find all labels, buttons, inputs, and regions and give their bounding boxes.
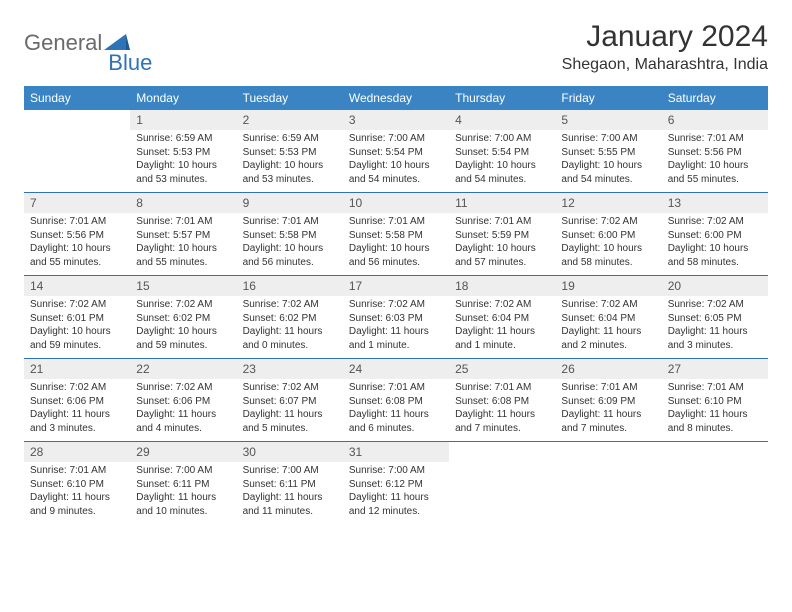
day-content-cell: Sunrise: 7:00 AMSunset: 6:12 PMDaylight:… bbox=[343, 462, 449, 524]
location-text: Shegaon, Maharashtra, India bbox=[562, 56, 768, 74]
weekday-header: Friday bbox=[555, 86, 661, 110]
day-content-cell: Sunrise: 6:59 AMSunset: 5:53 PMDaylight:… bbox=[130, 130, 236, 193]
day-content-cell: Sunrise: 7:02 AMSunset: 6:06 PMDaylight:… bbox=[130, 379, 236, 442]
day-content-cell: Sunrise: 7:01 AMSunset: 5:57 PMDaylight:… bbox=[130, 213, 236, 276]
day-number-cell: 8 bbox=[130, 193, 236, 213]
day-number-cell: 17 bbox=[343, 276, 449, 296]
day-content-cell: Sunrise: 7:02 AMSunset: 6:04 PMDaylight:… bbox=[449, 296, 555, 359]
day-content-cell: Sunrise: 7:02 AMSunset: 6:06 PMDaylight:… bbox=[24, 379, 130, 442]
calendar-table: Sunday Monday Tuesday Wednesday Thursday… bbox=[24, 86, 768, 524]
day-content-cell: Sunrise: 7:02 AMSunset: 6:07 PMDaylight:… bbox=[237, 379, 343, 442]
day-number-cell bbox=[24, 110, 130, 130]
day-number-cell: 26 bbox=[555, 359, 661, 379]
day-content-cell: Sunrise: 7:01 AMSunset: 5:58 PMDaylight:… bbox=[343, 213, 449, 276]
day-number-cell: 12 bbox=[555, 193, 661, 213]
day-number-cell: 27 bbox=[662, 359, 768, 379]
day-content-cell: Sunrise: 7:02 AMSunset: 6:00 PMDaylight:… bbox=[662, 213, 768, 276]
day-number-cell: 31 bbox=[343, 442, 449, 462]
day-content-cell bbox=[662, 462, 768, 524]
day-number-cell: 29 bbox=[130, 442, 236, 462]
day-content-cell: Sunrise: 7:00 AMSunset: 5:54 PMDaylight:… bbox=[343, 130, 449, 193]
day-content-cell: Sunrise: 7:01 AMSunset: 5:56 PMDaylight:… bbox=[24, 213, 130, 276]
brand-text-general: General bbox=[24, 30, 102, 56]
day-number-cell: 13 bbox=[662, 193, 768, 213]
day-content-cell: Sunrise: 7:01 AMSunset: 5:56 PMDaylight:… bbox=[662, 130, 768, 193]
day-number-cell: 23 bbox=[237, 359, 343, 379]
day-number-cell: 1 bbox=[130, 110, 236, 130]
day-content-cell: Sunrise: 7:02 AMSunset: 6:05 PMDaylight:… bbox=[662, 296, 768, 359]
day-content-cell: Sunrise: 7:02 AMSunset: 6:02 PMDaylight:… bbox=[237, 296, 343, 359]
day-content-cell: Sunrise: 7:02 AMSunset: 6:03 PMDaylight:… bbox=[343, 296, 449, 359]
day-number-cell: 25 bbox=[449, 359, 555, 379]
day-number-cell: 14 bbox=[24, 276, 130, 296]
day-number-cell: 10 bbox=[343, 193, 449, 213]
day-number-cell: 15 bbox=[130, 276, 236, 296]
day-content-cell: Sunrise: 7:00 AMSunset: 5:54 PMDaylight:… bbox=[449, 130, 555, 193]
weekday-header: Wednesday bbox=[343, 86, 449, 110]
day-number-cell: 18 bbox=[449, 276, 555, 296]
day-number-cell: 3 bbox=[343, 110, 449, 130]
day-content-cell: Sunrise: 7:02 AMSunset: 6:02 PMDaylight:… bbox=[130, 296, 236, 359]
weekday-header: Monday bbox=[130, 86, 236, 110]
day-number-cell bbox=[449, 442, 555, 462]
day-content-cell: Sunrise: 6:59 AMSunset: 5:53 PMDaylight:… bbox=[237, 130, 343, 193]
day-number-cell: 24 bbox=[343, 359, 449, 379]
day-content-cell: Sunrise: 7:00 AMSunset: 5:55 PMDaylight:… bbox=[555, 130, 661, 193]
day-content-cell: Sunrise: 7:02 AMSunset: 6:04 PMDaylight:… bbox=[555, 296, 661, 359]
day-number-cell bbox=[555, 442, 661, 462]
day-content-cell: Sunrise: 7:01 AMSunset: 5:58 PMDaylight:… bbox=[237, 213, 343, 276]
day-content-cell bbox=[555, 462, 661, 524]
day-number-cell: 5 bbox=[555, 110, 661, 130]
weekday-header: Saturday bbox=[662, 86, 768, 110]
weekday-header: Sunday bbox=[24, 86, 130, 110]
weekday-header-row: Sunday Monday Tuesday Wednesday Thursday… bbox=[24, 86, 768, 110]
day-number-cell: 28 bbox=[24, 442, 130, 462]
day-number-row: 14151617181920 bbox=[24, 276, 768, 296]
day-content-row: Sunrise: 7:01 AMSunset: 5:56 PMDaylight:… bbox=[24, 213, 768, 276]
day-number-cell: 2 bbox=[237, 110, 343, 130]
day-content-cell: Sunrise: 7:00 AMSunset: 6:11 PMDaylight:… bbox=[130, 462, 236, 524]
day-content-row: Sunrise: 7:01 AMSunset: 6:10 PMDaylight:… bbox=[24, 462, 768, 524]
day-number-row: 21222324252627 bbox=[24, 359, 768, 379]
day-content-cell: Sunrise: 7:02 AMSunset: 6:00 PMDaylight:… bbox=[555, 213, 661, 276]
day-number-cell bbox=[662, 442, 768, 462]
header: General Blue January 2024 Shegaon, Mahar… bbox=[24, 20, 768, 74]
day-number-row: 28293031 bbox=[24, 442, 768, 462]
day-number-cell: 21 bbox=[24, 359, 130, 379]
day-content-cell: Sunrise: 7:02 AMSunset: 6:01 PMDaylight:… bbox=[24, 296, 130, 359]
weekday-header: Thursday bbox=[449, 86, 555, 110]
day-number-row: 78910111213 bbox=[24, 193, 768, 213]
day-number-cell: 6 bbox=[662, 110, 768, 130]
day-number-cell: 16 bbox=[237, 276, 343, 296]
title-block: January 2024 Shegaon, Maharashtra, India bbox=[562, 20, 768, 74]
day-content-cell bbox=[24, 130, 130, 193]
day-number-cell: 30 bbox=[237, 442, 343, 462]
day-number-cell: 11 bbox=[449, 193, 555, 213]
day-content-cell: Sunrise: 7:01 AMSunset: 6:08 PMDaylight:… bbox=[449, 379, 555, 442]
page-title: January 2024 bbox=[562, 20, 768, 54]
day-content-cell: Sunrise: 7:01 AMSunset: 5:59 PMDaylight:… bbox=[449, 213, 555, 276]
day-content-cell bbox=[449, 462, 555, 524]
day-number-cell: 22 bbox=[130, 359, 236, 379]
brand-text-blue: Blue bbox=[108, 50, 152, 76]
day-number-cell: 7 bbox=[24, 193, 130, 213]
day-content-row: Sunrise: 7:02 AMSunset: 6:06 PMDaylight:… bbox=[24, 379, 768, 442]
day-number-cell: 19 bbox=[555, 276, 661, 296]
day-content-row: Sunrise: 7:02 AMSunset: 6:01 PMDaylight:… bbox=[24, 296, 768, 359]
day-content-cell: Sunrise: 7:01 AMSunset: 6:10 PMDaylight:… bbox=[24, 462, 130, 524]
day-number-row: 123456 bbox=[24, 110, 768, 130]
brand-logo: General Blue bbox=[24, 20, 152, 66]
day-number-cell: 4 bbox=[449, 110, 555, 130]
day-content-row: Sunrise: 6:59 AMSunset: 5:53 PMDaylight:… bbox=[24, 130, 768, 193]
day-number-cell: 20 bbox=[662, 276, 768, 296]
day-content-cell: Sunrise: 7:01 AMSunset: 6:10 PMDaylight:… bbox=[662, 379, 768, 442]
weekday-header: Tuesday bbox=[237, 86, 343, 110]
day-number-cell: 9 bbox=[237, 193, 343, 213]
day-content-cell: Sunrise: 7:01 AMSunset: 6:08 PMDaylight:… bbox=[343, 379, 449, 442]
day-content-cell: Sunrise: 7:00 AMSunset: 6:11 PMDaylight:… bbox=[237, 462, 343, 524]
day-content-cell: Sunrise: 7:01 AMSunset: 6:09 PMDaylight:… bbox=[555, 379, 661, 442]
